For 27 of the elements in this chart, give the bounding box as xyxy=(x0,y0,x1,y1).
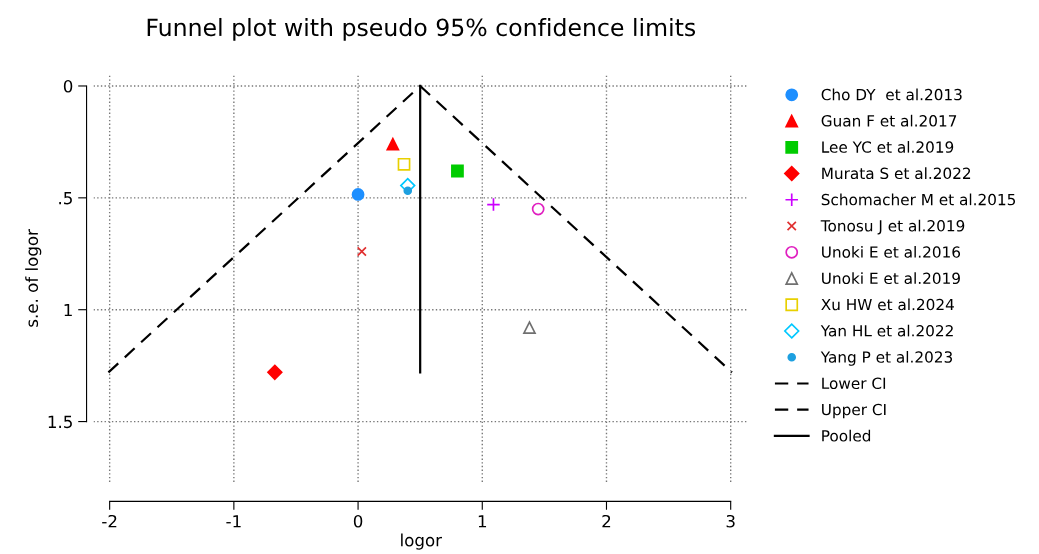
x-axis-title: logor xyxy=(401,533,443,550)
legend-label: Cho DY et al.2013 xyxy=(821,88,962,101)
legend-label: Tonosu J et al.2019 xyxy=(820,219,965,235)
legend-label: Lee YC et al.2019 xyxy=(822,141,954,153)
legend-label: Schomacher M et al.2015 xyxy=(821,193,1016,206)
x-tick-label: 3 xyxy=(726,514,735,528)
legend-label: Yan HL et al.2022 xyxy=(820,324,953,337)
legend-label: Xu HW et al.2024 xyxy=(821,298,954,311)
x-tick-label: -1 xyxy=(226,515,241,528)
legend-label: Lower CI xyxy=(822,377,886,390)
y-tick-label: .5 xyxy=(59,192,72,205)
legend-label: Murata S et al.2022 xyxy=(822,167,971,180)
legend-label: Unoki E et al.2019 xyxy=(822,272,960,285)
x-tick-label: -2 xyxy=(102,514,117,528)
x-tick-label: 1 xyxy=(478,515,487,528)
x-tick-label: 0 xyxy=(353,514,363,528)
y-tick-label: 0 xyxy=(63,79,73,93)
y-tick-label: 1.5 xyxy=(48,415,72,429)
y-axis-title: s.e. of logor xyxy=(25,229,42,327)
legend-label: Unoki E et al.2016 xyxy=(822,246,961,258)
chart-title: Funnel plot with pseudo 95% confidence limits xyxy=(147,17,696,41)
legend-label: Pooled xyxy=(822,429,871,442)
x-tick-label: 2 xyxy=(602,514,611,528)
legend-label: Guan F et al.2017 xyxy=(821,114,957,127)
legend-label: Upper CI xyxy=(822,403,886,419)
legend-label: Yang P et al.2023 xyxy=(820,350,953,366)
y-tick-label: 1 xyxy=(64,303,72,317)
